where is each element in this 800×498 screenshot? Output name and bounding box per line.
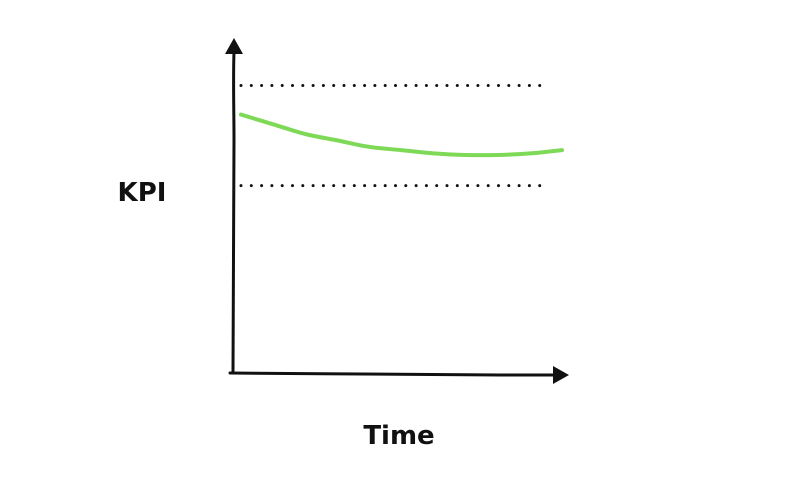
y-axis-arrow-icon [225, 38, 243, 54]
x-axis-arrow-icon [553, 366, 569, 384]
x-axis-label: Time [363, 421, 434, 451]
x-axis-line [228, 371, 558, 377]
y-axis-label: KPI [118, 178, 167, 208]
y-axis-line [231, 50, 236, 374]
axes [225, 38, 569, 384]
series-layer [239, 112, 564, 158]
reference-lines [239, 84, 552, 188]
series-line-1 [239, 112, 564, 158]
